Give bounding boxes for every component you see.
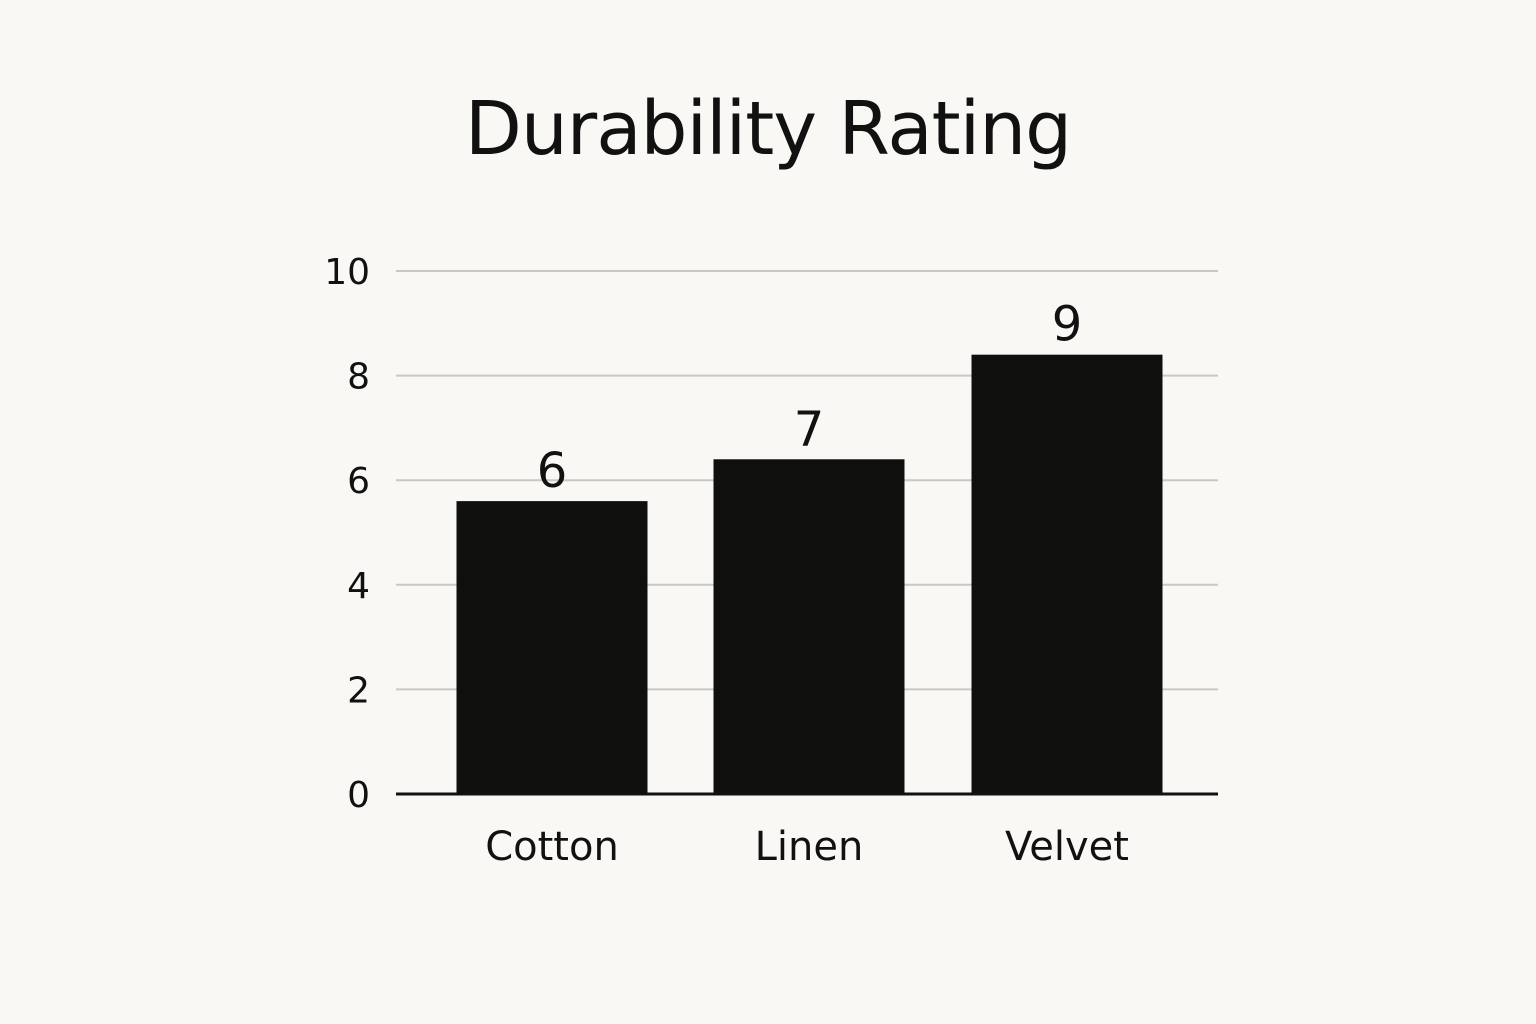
y-tick-label-0: 0 [347, 775, 370, 816]
y-tick-label-10: 10 [324, 252, 370, 293]
bar-velvet [971, 354, 1163, 794]
data-labels: 6 7 9 [537, 297, 1083, 499]
data-label-cotton: 6 [537, 443, 568, 499]
y-axis-tick-labels: 0 2 4 6 8 10 [324, 252, 370, 816]
y-tick-label-6: 6 [347, 461, 370, 502]
data-label-velvet: 9 [1052, 297, 1083, 353]
data-label-linen: 7 [794, 401, 825, 457]
chart-title: Durability Rating [464, 86, 1072, 172]
x-axis-category-labels: Cotton Linen Velvet [485, 824, 1129, 870]
bar-linen [713, 459, 905, 794]
category-label-linen: Linen [755, 824, 864, 870]
y-tick-label-8: 8 [347, 357, 370, 398]
category-label-cotton: Cotton [485, 824, 619, 870]
y-tick-label-2: 2 [347, 670, 370, 711]
bar-cotton [456, 501, 648, 794]
y-tick-label-4: 4 [347, 566, 370, 607]
category-label-velvet: Velvet [1005, 824, 1129, 870]
bars [456, 354, 1163, 794]
